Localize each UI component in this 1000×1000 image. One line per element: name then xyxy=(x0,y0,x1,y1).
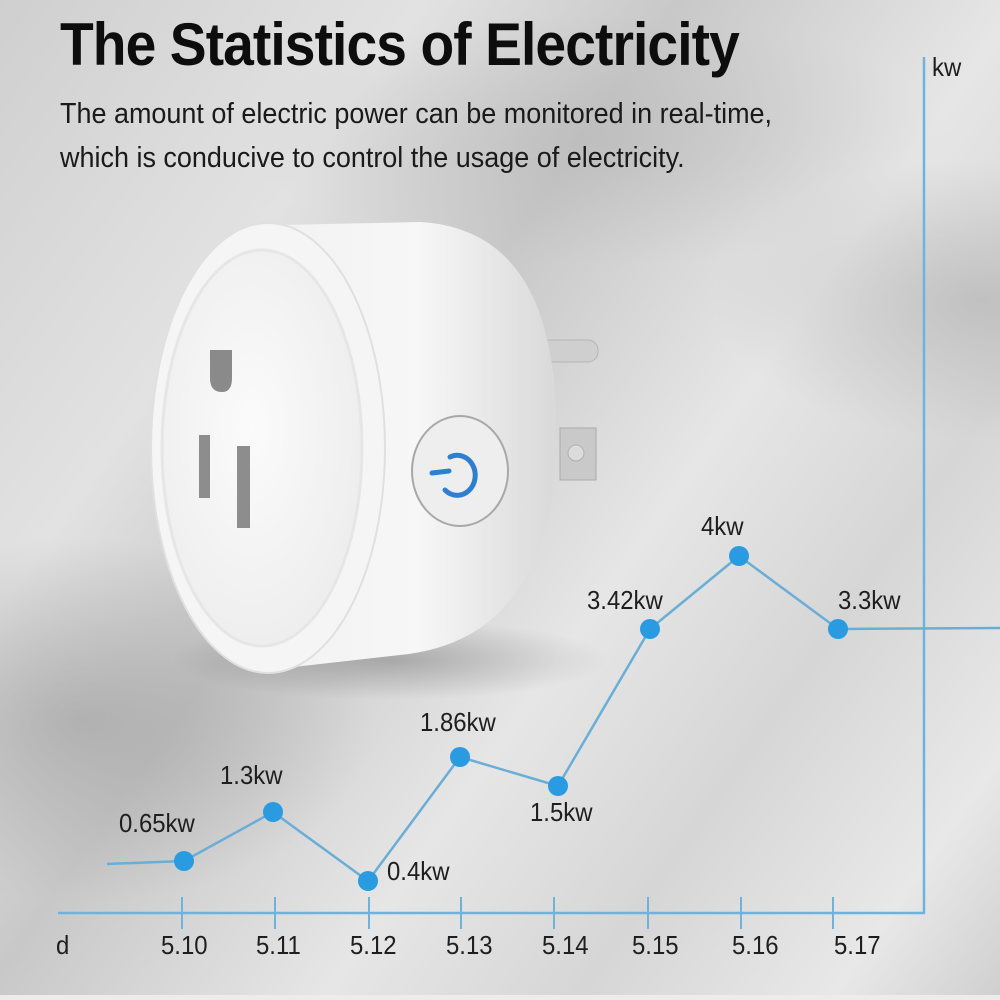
x-axis-ticks xyxy=(181,897,834,929)
y-axis-label: kw xyxy=(932,52,962,82)
x-tick-label: 5.13 xyxy=(446,930,493,960)
x-tick-label: 5.17 xyxy=(834,930,881,960)
x-tick-label: 5.12 xyxy=(350,930,397,960)
data-label: 4kw xyxy=(701,511,744,541)
data-label: 0.4kw xyxy=(387,856,450,886)
x-tick-label: 5.14 xyxy=(542,930,589,960)
data-label: 3.3kw xyxy=(838,585,901,615)
bottom-strip xyxy=(0,995,1000,1000)
x-tick-label: 5.11 xyxy=(256,930,301,960)
data-label: 1.5kw xyxy=(530,797,593,827)
subtitle-line-2: which is conducive to control the usage … xyxy=(60,142,685,174)
data-label: 0.65kw xyxy=(119,808,195,838)
page-subtitle: The amount of electric power can be moni… xyxy=(60,92,772,180)
x-tick-label: 5.15 xyxy=(632,930,679,960)
x-tick-label: 5.16 xyxy=(732,930,779,960)
subtitle-line-1: The amount of electric power can be moni… xyxy=(60,98,773,130)
data-label: 3.42kw xyxy=(587,585,663,615)
data-label: 1.86kw xyxy=(420,707,496,737)
power-series-points xyxy=(174,546,848,891)
data-label: 1.3kw xyxy=(220,760,283,790)
page-title: The Statistics of Electricity xyxy=(60,11,740,78)
x-tick-label: 5.10 xyxy=(161,930,208,960)
power-series-line xyxy=(106,554,1000,883)
x-axis-label: d xyxy=(56,930,70,960)
